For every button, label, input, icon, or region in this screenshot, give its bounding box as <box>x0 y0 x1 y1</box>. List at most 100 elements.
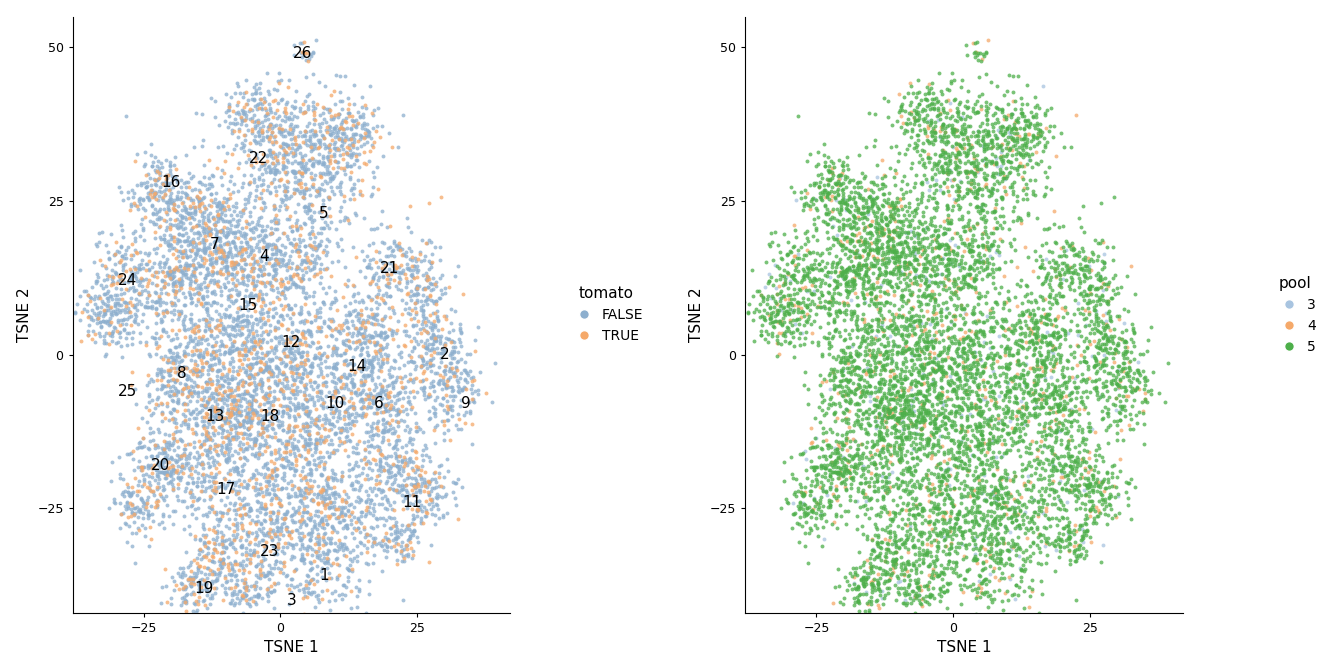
Point <box>832 168 853 179</box>
Point <box>866 257 887 268</box>
Point <box>195 220 216 230</box>
Point <box>246 530 267 540</box>
Point <box>250 498 271 509</box>
Point <box>356 486 378 497</box>
Point <box>359 126 380 137</box>
Point <box>180 576 202 587</box>
Point <box>930 373 952 384</box>
Point <box>992 510 1013 521</box>
Point <box>1087 495 1109 506</box>
Point <box>242 394 263 405</box>
Point <box>1078 474 1099 485</box>
Point <box>171 213 192 224</box>
Point <box>915 358 937 369</box>
Point <box>324 586 345 597</box>
Point <box>276 203 297 214</box>
Point <box>927 405 949 416</box>
Point <box>172 230 194 241</box>
Point <box>332 391 353 402</box>
Point <box>1038 278 1059 289</box>
Point <box>1039 314 1060 325</box>
Point <box>884 532 906 542</box>
Point <box>286 421 308 431</box>
Point <box>878 230 899 241</box>
Point <box>925 523 946 534</box>
Point <box>411 513 433 523</box>
Point <box>251 225 273 236</box>
Point <box>258 354 280 365</box>
Point <box>202 171 223 182</box>
Point <box>942 246 964 257</box>
Point <box>937 432 958 443</box>
Point <box>253 417 274 428</box>
Point <box>902 87 923 98</box>
Point <box>1027 454 1048 464</box>
Point <box>312 484 333 495</box>
Point <box>325 349 347 360</box>
Point <box>915 262 937 273</box>
Point <box>1093 485 1114 496</box>
Point <box>997 334 1019 345</box>
Point <box>960 199 981 210</box>
Point <box>965 419 986 429</box>
Point <box>294 471 316 482</box>
Point <box>344 343 366 354</box>
Point <box>258 559 280 570</box>
Point <box>1004 589 1025 599</box>
Point <box>224 408 246 419</box>
Point <box>198 501 219 512</box>
Point <box>1058 415 1079 426</box>
Point <box>817 439 839 450</box>
Point <box>403 357 425 368</box>
Point <box>276 542 297 552</box>
Point <box>215 587 237 597</box>
Point <box>254 230 276 241</box>
Point <box>261 240 282 251</box>
Point <box>227 369 249 380</box>
Point <box>1116 395 1137 406</box>
Point <box>1052 250 1074 261</box>
Point <box>1035 394 1056 405</box>
Point <box>1043 407 1064 418</box>
Point <box>90 321 112 331</box>
Point <box>207 450 228 460</box>
Point <box>184 437 206 448</box>
Point <box>786 288 808 298</box>
Point <box>281 334 302 345</box>
Point <box>331 134 352 145</box>
Point <box>876 576 898 587</box>
Point <box>202 346 223 357</box>
Point <box>1075 312 1097 323</box>
Point <box>968 314 989 325</box>
Point <box>1050 534 1071 545</box>
Point <box>245 313 266 324</box>
Point <box>239 372 261 383</box>
Point <box>992 202 1013 213</box>
Point <box>343 179 364 190</box>
Point <box>153 466 175 477</box>
Point <box>1044 413 1066 424</box>
Point <box>192 261 214 271</box>
Point <box>448 334 469 345</box>
Point <box>887 393 909 404</box>
Point <box>1019 591 1040 601</box>
Point <box>896 419 918 430</box>
Point <box>859 366 880 377</box>
Point <box>223 599 245 610</box>
Point <box>980 158 1001 169</box>
Point <box>216 369 238 380</box>
Point <box>938 255 960 266</box>
Point <box>836 242 857 253</box>
Point <box>757 308 778 319</box>
Point <box>1035 454 1056 464</box>
Point <box>827 429 848 439</box>
Point <box>872 362 894 373</box>
Point <box>302 520 324 531</box>
Point <box>161 464 183 474</box>
Point <box>203 460 224 470</box>
Point <box>964 484 985 495</box>
Point <box>870 510 891 521</box>
Point <box>907 453 929 464</box>
Point <box>386 394 407 405</box>
Point <box>429 370 450 380</box>
